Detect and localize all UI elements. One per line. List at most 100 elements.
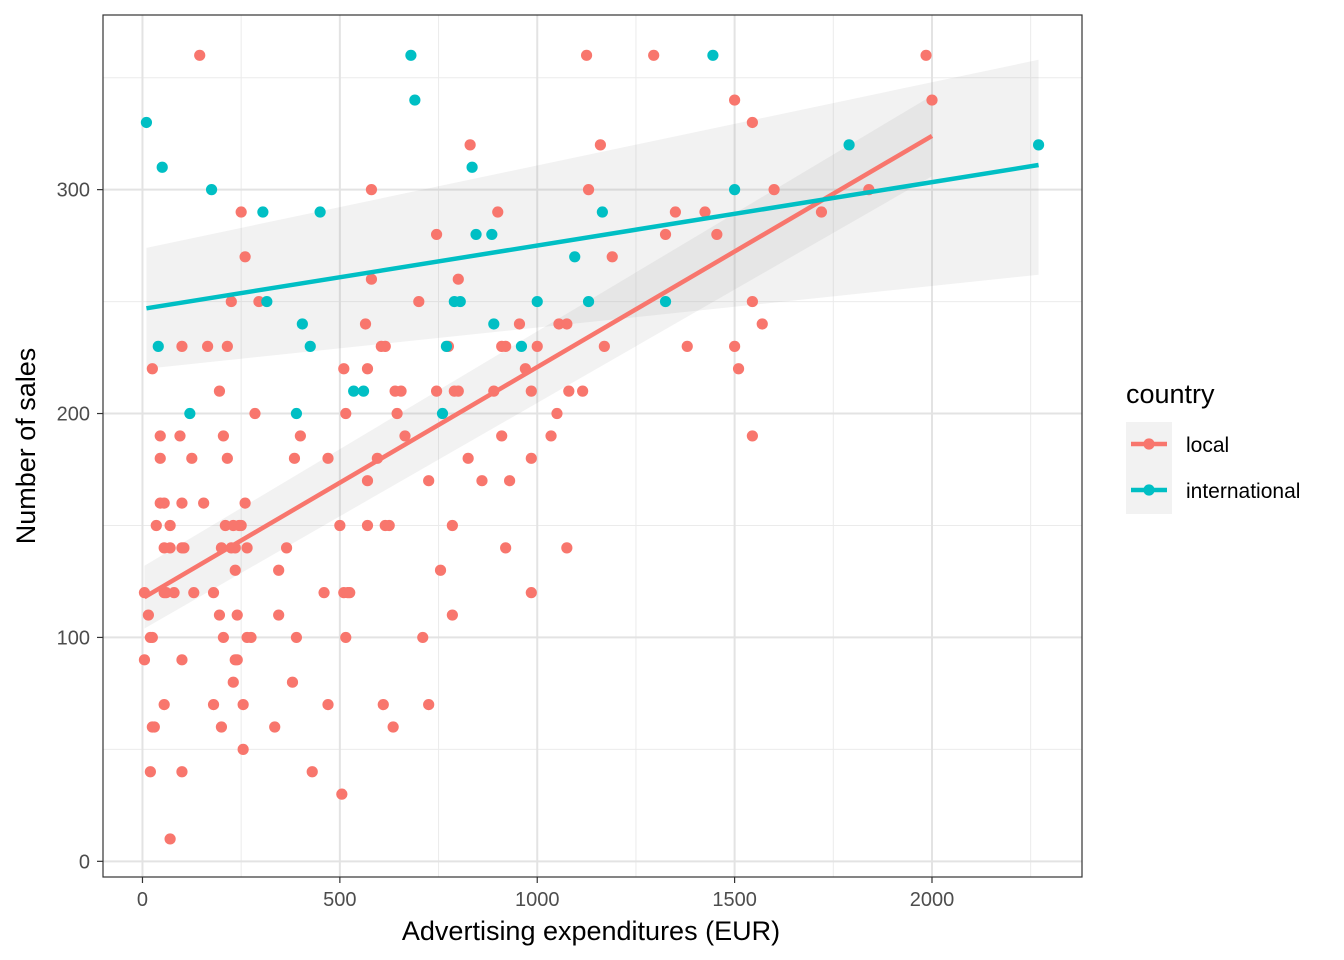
point-local <box>582 184 595 196</box>
legend-key-point <box>1143 438 1155 450</box>
y-tick-label: 300 <box>57 180 90 202</box>
point-international <box>470 228 482 241</box>
point-local <box>563 385 575 397</box>
point-local <box>235 206 247 218</box>
point-local <box>500 340 512 352</box>
point-local <box>446 519 458 532</box>
point-local <box>711 228 723 241</box>
point-local <box>294 430 306 442</box>
point-local <box>178 542 190 554</box>
point-local <box>746 116 758 129</box>
point-international <box>357 385 370 397</box>
x-tick-label: 1000 <box>515 889 560 911</box>
point-local <box>598 340 610 352</box>
point-international <box>290 407 303 420</box>
point-local <box>215 721 228 733</box>
point-local <box>241 542 253 554</box>
point-local <box>452 385 464 397</box>
point-local <box>768 184 780 196</box>
point-local <box>322 699 334 711</box>
point-local <box>280 542 293 554</box>
panel-background <box>103 15 1082 877</box>
point-local <box>340 631 352 644</box>
point-local <box>377 699 389 711</box>
point-local <box>249 407 261 420</box>
point-local <box>553 318 565 330</box>
point-local <box>322 452 334 464</box>
point-local <box>245 631 257 644</box>
point-local <box>239 251 251 263</box>
point-local <box>379 340 391 352</box>
ci-band-international <box>146 59 1039 369</box>
point-local <box>413 295 425 308</box>
x-tick-label: 0 <box>137 889 148 911</box>
point-local <box>681 340 693 352</box>
point-local <box>318 587 330 599</box>
point-local <box>164 833 176 845</box>
point-local <box>176 654 188 666</box>
fit-lines <box>143 133 1039 600</box>
point-local <box>492 206 504 218</box>
point-local <box>217 430 230 442</box>
point-local <box>213 609 226 621</box>
point-local <box>399 430 411 442</box>
point-international <box>304 340 316 352</box>
y-tick-label: 200 <box>57 404 90 426</box>
point-local <box>168 587 180 599</box>
point-local <box>430 385 443 397</box>
point-local <box>729 340 741 352</box>
point-international <box>409 94 421 106</box>
point-local <box>525 385 537 397</box>
point-local <box>174 430 186 442</box>
point-local <box>286 676 299 688</box>
point-local <box>269 721 281 733</box>
point-local <box>361 363 374 375</box>
point-local <box>207 699 220 711</box>
point-local <box>648 49 660 61</box>
fit-line-international <box>146 162 1039 311</box>
point-local <box>417 631 429 644</box>
point-local <box>561 542 573 554</box>
point-local <box>746 295 758 308</box>
point-local <box>729 94 741 106</box>
point-local <box>202 340 214 352</box>
axes: 0 500 1000 1500 2000 0 100 200 300 <box>57 180 955 911</box>
point-local <box>531 340 543 352</box>
point-local <box>225 295 237 308</box>
point-local <box>594 139 606 151</box>
point-local <box>290 631 303 644</box>
point-international <box>515 340 528 352</box>
point-local <box>746 430 758 442</box>
y-tick-label: 100 <box>57 627 90 649</box>
y-axis-ticks: 0 100 200 300 <box>57 180 103 873</box>
point-local <box>732 363 745 375</box>
point-local <box>561 318 573 330</box>
point-local <box>920 49 932 61</box>
point-local <box>142 609 154 621</box>
point-local <box>577 385 589 397</box>
point-local <box>926 94 938 106</box>
point-local <box>464 139 476 151</box>
point-local <box>154 430 166 442</box>
point-local <box>237 743 249 755</box>
legend: country local international <box>1126 379 1300 514</box>
point-local <box>146 631 158 644</box>
point-local <box>138 654 151 666</box>
point-international <box>569 251 581 263</box>
point-local <box>334 519 346 532</box>
x-axis-title: Advertising expenditures (EUR) <box>402 916 780 946</box>
point-local <box>176 497 188 509</box>
point-international <box>466 161 478 173</box>
point-local <box>306 766 318 778</box>
point-international <box>140 116 153 129</box>
point-local <box>361 519 374 532</box>
point-international <box>486 228 498 241</box>
point-international <box>582 295 595 308</box>
point-local <box>217 631 230 644</box>
point-local <box>231 654 243 666</box>
point-local <box>239 497 251 509</box>
point-local <box>273 609 285 621</box>
point-local <box>158 497 170 509</box>
point-local <box>365 184 378 196</box>
